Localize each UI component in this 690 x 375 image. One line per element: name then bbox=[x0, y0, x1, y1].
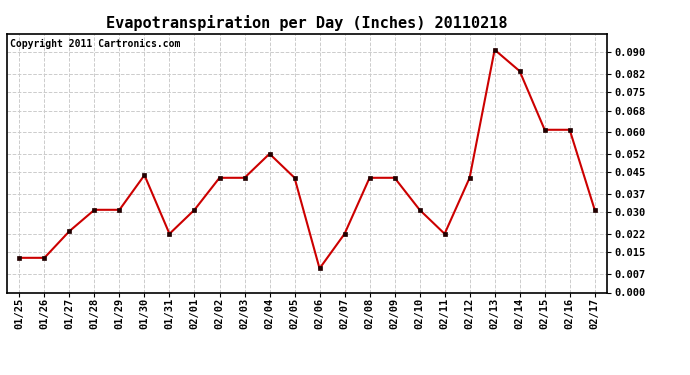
Text: Copyright 2011 Cartronics.com: Copyright 2011 Cartronics.com bbox=[10, 39, 180, 49]
Title: Evapotranspiration per Day (Inches) 20110218: Evapotranspiration per Day (Inches) 2011… bbox=[106, 15, 508, 31]
